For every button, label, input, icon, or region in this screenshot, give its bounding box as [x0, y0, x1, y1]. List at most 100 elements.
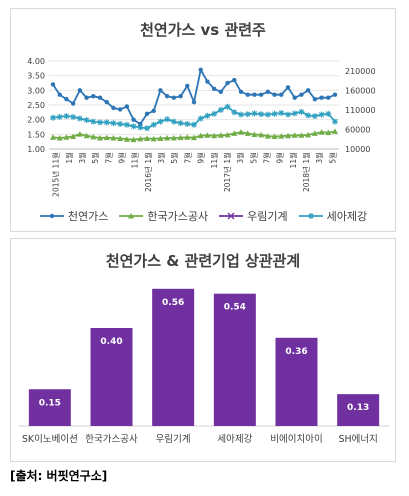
series-1-point: [70, 133, 77, 139]
series-0-point: [232, 77, 237, 83]
series-1-point: [137, 135, 144, 142]
bar-value-label: 0.40: [100, 337, 122, 347]
y-left-tick-label: 1.00: [27, 145, 45, 154]
series-0-point: [111, 105, 116, 111]
source-note: [출처: 버핏연구소]: [10, 469, 108, 483]
series-3-point: [150, 121, 157, 128]
y-right-tick-label: 110000: [345, 106, 376, 115]
series-3-point: [244, 111, 251, 118]
series-0-point: [305, 88, 311, 93]
series-3-point: [264, 111, 271, 118]
series-3-point: [224, 103, 231, 110]
series-3-point: [311, 113, 318, 120]
bar: [90, 328, 133, 426]
series-1-point: [123, 136, 130, 142]
legend-item: 세아제강: [298, 208, 367, 224]
x-tick-label: 2018년 1월: [301, 152, 311, 192]
series-3-point: [298, 108, 305, 115]
series-3-point: [184, 120, 191, 127]
x-tick-label: 11월: [288, 152, 298, 169]
series-1-point: [164, 135, 171, 141]
x-tick-label: 7월: [262, 152, 272, 164]
series-3-point: [110, 120, 117, 127]
series-0-point: [272, 92, 277, 97]
x-tick-label: 5월: [169, 152, 179, 164]
series-0-point: [164, 94, 170, 99]
legend-marker: [49, 213, 55, 219]
legend-item: 천연가스: [39, 208, 108, 224]
series-1-point: [244, 130, 251, 136]
y-right-tick-label: 10000: [345, 145, 370, 154]
series-1-point: [56, 135, 63, 141]
legend-swatch: [39, 213, 64, 219]
series-3-point: [50, 114, 56, 121]
series-0-point: [211, 86, 217, 92]
y-right-tick-label: 60000: [345, 125, 370, 134]
series-0-point: [91, 94, 96, 99]
series-0-point: [279, 92, 284, 97]
legend-swatch: [119, 213, 144, 219]
series-1-point: [291, 132, 298, 138]
series-0-point: [171, 95, 177, 100]
series-3-point: [291, 110, 298, 117]
series-1-point: [211, 132, 218, 139]
series-1-point: [217, 132, 224, 138]
x-tick-label: 3월: [314, 152, 324, 164]
series-0-point: [138, 121, 143, 127]
bar-chart-plot: 0.15 SK이노베이션 0.40 한국가스공사 0.56 우림기계 0.54 세아제강 0.3…: [19, 288, 389, 445]
series-1-point: [197, 132, 204, 139]
y-left-tick-label: 3.00: [27, 86, 45, 95]
series-3-point: [231, 109, 238, 116]
series-3-point: [217, 106, 224, 113]
series-1-point: [157, 135, 164, 141]
series-0-point: [319, 95, 324, 100]
series-3-point: [130, 123, 137, 130]
series-3-point: [251, 110, 258, 117]
series-0-point: [245, 92, 250, 97]
bar-category-label: SH에너지: [338, 434, 377, 445]
series-1-point: [305, 131, 312, 138]
series-0-point: [151, 108, 156, 114]
series-0-point: [84, 95, 89, 100]
series-0-point: [57, 92, 62, 97]
x-tick-label: 9월: [117, 152, 127, 164]
series-3-point: [332, 118, 338, 125]
series-0-point: [178, 94, 183, 99]
bar: [213, 293, 256, 426]
line-chart-panel: 천연가스 vs 관련주 1.00 1.50 2.00 2.50 3.00 3.50 4.00…: [10, 8, 396, 232]
series-3-point: [238, 111, 244, 118]
series-1-point: [97, 135, 103, 141]
series-1-point: [325, 129, 332, 136]
series-3-point: [211, 110, 218, 117]
x-tick-label: 11월: [130, 152, 140, 169]
series-0-point: [332, 92, 338, 97]
x-tick-label: 2016년 1월: [143, 152, 153, 192]
series-1-point: [264, 133, 271, 139]
series-1-point: [332, 128, 338, 134]
series-3-point: [318, 111, 325, 118]
series-0-point: [238, 89, 244, 95]
legend-item: 우림기계: [218, 208, 288, 224]
series-3-point: [325, 110, 332, 117]
series-3-point: [204, 112, 211, 119]
series-1-point: [271, 133, 278, 139]
series-0-point: [258, 92, 264, 97]
series-0-point: [70, 101, 76, 106]
series-0-point: [97, 95, 103, 100]
x-tick-label: 3월: [235, 152, 245, 164]
legend-label: 우림기계: [247, 210, 288, 223]
series-3-point: [305, 112, 312, 119]
y-left-tick-label: 1.50: [27, 130, 45, 139]
bar: [275, 337, 318, 426]
series-1-point: [150, 135, 157, 142]
series-1-point: [130, 136, 137, 143]
bar-value-label: 0.15: [39, 398, 61, 408]
series-1-point: [184, 134, 191, 140]
series-0-point: [299, 92, 304, 97]
series-3-point: [97, 119, 103, 126]
series-1-point: [251, 131, 258, 138]
bar-value-label: 0.54: [224, 303, 246, 313]
x-tick-label: 2017년 1월: [222, 152, 232, 192]
series-1-point: [90, 133, 97, 140]
series-0-point: [285, 85, 291, 90]
